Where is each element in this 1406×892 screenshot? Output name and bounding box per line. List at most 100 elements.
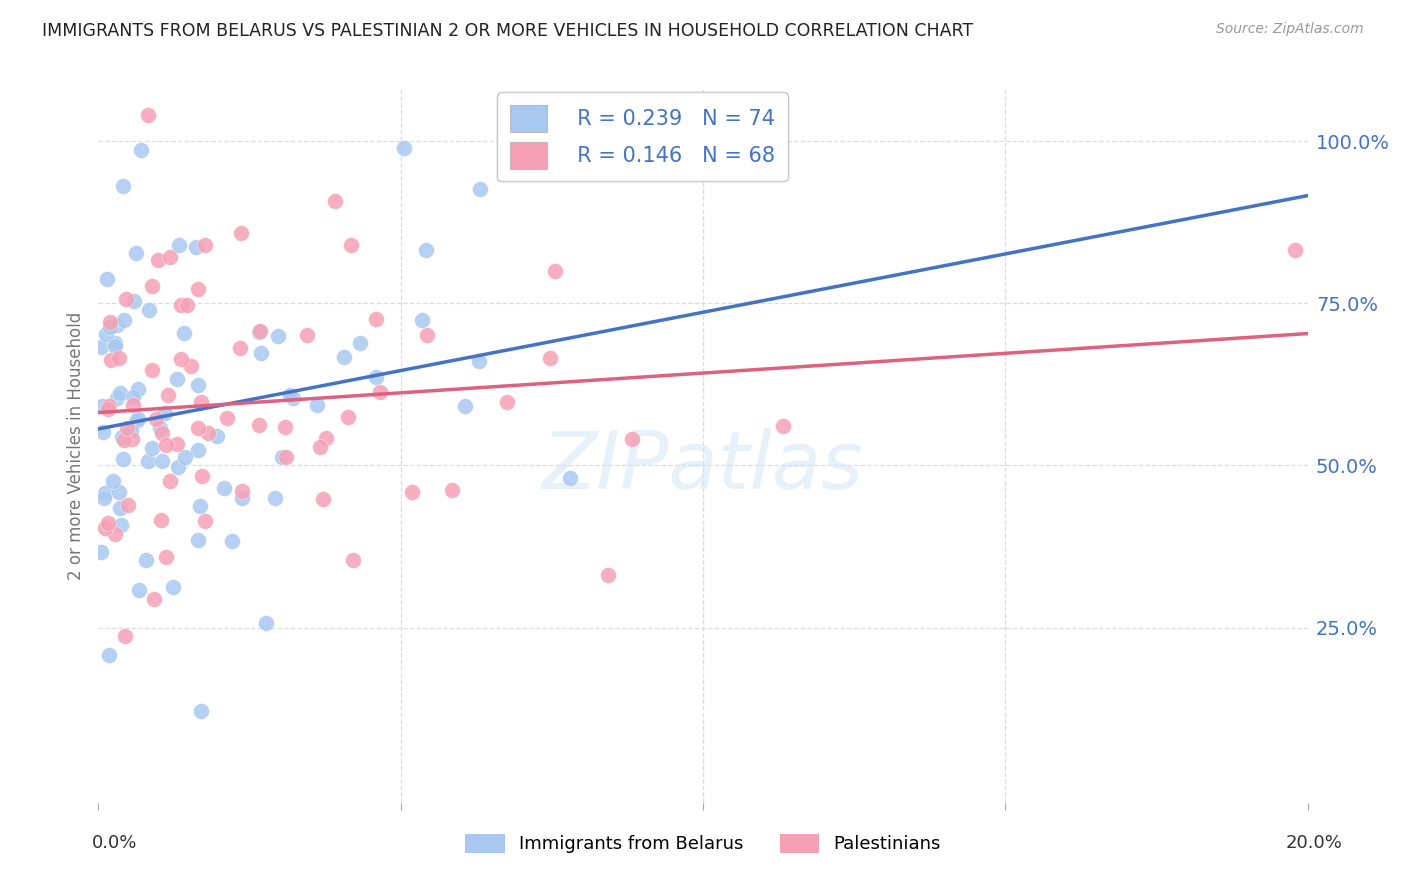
Point	[97, 516, 120, 530]
Point	[231, 491, 253, 506]
Point	[176, 298, 198, 312]
Point	[104, 339, 127, 353]
Point	[90, 340, 112, 354]
Point	[194, 514, 217, 528]
Point	[110, 518, 132, 533]
Point	[307, 398, 329, 412]
Point	[127, 382, 149, 396]
Point	[104, 527, 127, 541]
Point	[173, 326, 195, 340]
Point	[215, 411, 238, 425]
Point	[274, 419, 297, 434]
Point	[148, 253, 170, 268]
Point	[90, 544, 112, 558]
Legend: Immigrants from Belarus, Palestinians: Immigrants from Belarus, Palestinians	[458, 826, 948, 861]
Point	[315, 431, 337, 445]
Point	[309, 440, 332, 454]
Point	[122, 390, 145, 404]
Point	[249, 345, 271, 359]
Point	[339, 238, 361, 252]
Point	[187, 282, 209, 296]
Point	[159, 250, 181, 264]
Point	[150, 513, 173, 527]
Point	[138, 303, 160, 318]
Point	[127, 412, 149, 426]
Point	[166, 437, 188, 451]
Point	[205, 429, 228, 443]
Point	[111, 178, 134, 193]
Point	[194, 238, 217, 252]
Point	[274, 450, 297, 464]
Point	[231, 227, 253, 241]
Text: ZIPatlas: ZIPatlas	[541, 428, 865, 507]
Point	[155, 550, 177, 565]
Point	[187, 421, 209, 435]
Point	[440, 483, 463, 498]
Text: 20.0%: 20.0%	[1286, 834, 1343, 852]
Point	[105, 391, 128, 405]
Point	[153, 406, 176, 420]
Point	[368, 384, 391, 399]
Point	[121, 432, 143, 446]
Point	[336, 409, 359, 424]
Point	[173, 450, 195, 464]
Point	[190, 395, 212, 409]
Point	[104, 335, 127, 350]
Point	[122, 398, 145, 412]
Point	[416, 327, 439, 342]
Point	[467, 354, 489, 368]
Point	[184, 240, 207, 254]
Point	[98, 320, 121, 334]
Point	[364, 312, 387, 326]
Point	[169, 238, 191, 252]
Point	[93, 425, 115, 439]
Point	[228, 341, 250, 355]
Point	[141, 362, 163, 376]
Point	[170, 352, 193, 367]
Point	[136, 108, 159, 122]
Point	[392, 141, 415, 155]
Point	[415, 244, 437, 258]
Point	[110, 386, 132, 401]
Point	[150, 454, 173, 468]
Point	[91, 399, 114, 413]
Point	[772, 419, 794, 434]
Point	[221, 534, 243, 549]
Point	[191, 469, 214, 483]
Point	[167, 460, 190, 475]
Point	[349, 336, 371, 351]
Point	[128, 583, 150, 598]
Point	[145, 412, 167, 426]
Point	[297, 328, 319, 343]
Point	[114, 630, 136, 644]
Point	[98, 399, 121, 413]
Point	[107, 484, 129, 499]
Point	[187, 533, 209, 547]
Point	[108, 351, 131, 365]
Point	[231, 483, 253, 498]
Point	[110, 500, 132, 515]
Point	[281, 392, 304, 406]
Point	[197, 426, 219, 441]
Point	[159, 474, 181, 488]
Point	[114, 292, 136, 306]
Point	[117, 498, 139, 512]
Point	[162, 580, 184, 594]
Point	[187, 378, 209, 392]
Point	[125, 413, 148, 427]
Point	[94, 521, 117, 535]
Point	[129, 143, 152, 157]
Point	[401, 485, 423, 500]
Point	[468, 181, 491, 195]
Point	[101, 474, 124, 488]
Point	[187, 442, 209, 457]
Point	[112, 312, 135, 326]
Point	[180, 359, 202, 373]
Point	[115, 421, 138, 435]
Point	[249, 324, 271, 338]
Point	[124, 294, 146, 309]
Point	[169, 298, 191, 312]
Point	[100, 315, 122, 329]
Point	[312, 491, 335, 506]
Point	[249, 325, 271, 339]
